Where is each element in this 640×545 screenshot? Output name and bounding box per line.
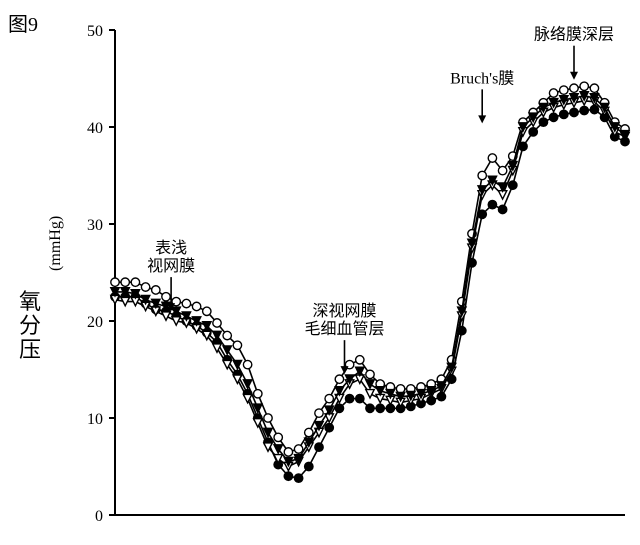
marker-open-circle (111, 278, 119, 286)
marker-filled-circle (305, 462, 313, 470)
marker-open-circle (325, 394, 333, 402)
marker-open-circle (121, 278, 129, 286)
annotation-label: 脉络膜深层 (534, 25, 614, 44)
chart-svg: 0 10 20 30 40 50 (mmHg) 氧分压 表浅视网膜深视网膜毛细血管层 Bruch'… (0, 0, 640, 540)
marker-open-circle (570, 84, 578, 92)
marker-open-circle (488, 154, 496, 162)
marker-open-circle (274, 433, 282, 441)
marker-filled-circle (570, 108, 578, 116)
marker-open-circle (223, 331, 231, 339)
marker-filled-circle (315, 443, 323, 451)
marker-open-circle (315, 409, 323, 417)
marker-open-circle (243, 360, 251, 368)
y-axis-unit: (mmHg) (47, 216, 64, 271)
annotation-label: 视网膜 (147, 257, 195, 275)
marker-open-circle (264, 414, 272, 422)
annotation-arrowhead (478, 115, 486, 123)
marker-filled-circle (366, 404, 374, 412)
annotation-label: Bruch's膜 (450, 69, 514, 87)
annotation-arrowhead (570, 72, 578, 80)
y-tick-label: 50 (87, 23, 103, 40)
marker-filled-circle (549, 113, 557, 121)
marker-open-circle (213, 319, 221, 327)
y-tick-label: 40 (87, 120, 103, 137)
marker-open-circle (549, 89, 557, 97)
annotation-label: 毛细血管层 (304, 320, 384, 338)
marker-open-circle (498, 166, 506, 174)
y-tick-label: 30 (87, 217, 103, 234)
marker-open-circle (233, 341, 241, 349)
annotation-label: 深视网膜 (312, 302, 376, 320)
chart-container: 图9 0 10 20 30 40 50 (mmHg) 氧分压 表浅视网膜深视网膜毛细血管层 Bru… (0, 0, 640, 540)
marker-open-circle (162, 293, 170, 301)
marker-open-circle (305, 428, 313, 436)
marker-open-circle (560, 86, 568, 94)
marker-open-circle (284, 448, 292, 456)
marker-open-circle (294, 445, 302, 453)
marker-filled-circle (488, 200, 496, 208)
figure-label: 图9 (8, 8, 38, 37)
marker-filled-circle (560, 110, 568, 118)
marker-filled-circle (376, 404, 384, 412)
marker-open-circle (254, 390, 262, 398)
marker-open-circle (131, 278, 139, 286)
marker-filled-circle (294, 474, 302, 482)
marker-filled-circle (529, 128, 537, 136)
marker-open-circle (580, 82, 588, 90)
marker-open-circle (478, 171, 486, 179)
marker-filled-circle (539, 118, 547, 126)
y-axis-label-cn: 压 (19, 337, 41, 362)
marker-open-circle (152, 286, 160, 294)
marker-filled-circle (580, 106, 588, 114)
marker-filled-circle (509, 181, 517, 189)
marker-open-circle (356, 356, 364, 364)
y-tick-label: 0 (95, 508, 103, 525)
marker-filled-circle (356, 394, 364, 402)
y-axis-label-cn: 分 (19, 313, 41, 338)
marker-open-triangle (366, 390, 374, 398)
marker-filled-circle (345, 394, 353, 402)
series-line-filled-circle (115, 110, 625, 479)
marker-filled-triangle (366, 380, 374, 388)
annotation-arrowhead (341, 366, 349, 374)
marker-open-circle (335, 375, 343, 383)
y-tick-label: 10 (87, 411, 103, 428)
y-axis-label-cn: 氧 (19, 289, 41, 314)
marker-open-triangle (162, 312, 170, 320)
marker-filled-circle (498, 205, 506, 213)
marker-open-circle (141, 283, 149, 291)
marker-open-circle (182, 299, 190, 307)
marker-filled-circle (284, 472, 292, 480)
annotation-label: 表浅 (155, 239, 187, 257)
marker-filled-triangle (233, 360, 241, 368)
marker-open-circle (366, 370, 374, 378)
y-tick-label: 20 (87, 314, 103, 331)
marker-filled-circle (325, 424, 333, 432)
marker-open-circle (192, 302, 200, 310)
marker-open-circle (590, 84, 598, 92)
marker-open-circle (203, 307, 211, 315)
